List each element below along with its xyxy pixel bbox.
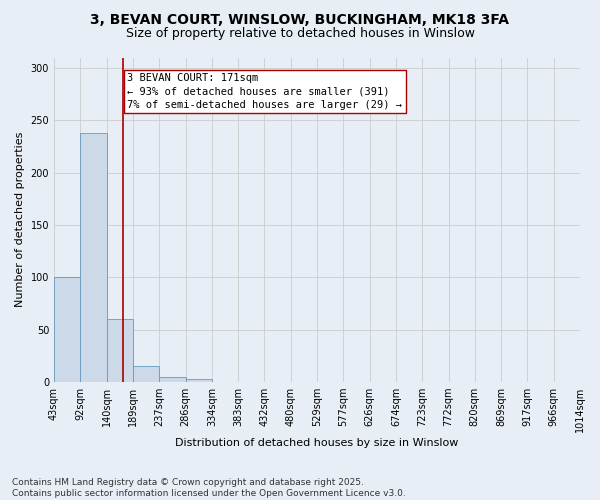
Y-axis label: Number of detached properties: Number of detached properties [15,132,25,308]
Bar [159,376,185,382]
Text: Size of property relative to detached houses in Winslow: Size of property relative to detached ho… [125,28,475,40]
Bar [54,277,80,382]
Text: 3, BEVAN COURT, WINSLOW, BUCKINGHAM, MK18 3FA: 3, BEVAN COURT, WINSLOW, BUCKINGHAM, MK1… [91,12,509,26]
Bar [107,319,133,382]
Bar [133,366,159,382]
Text: Contains HM Land Registry data © Crown copyright and database right 2025.
Contai: Contains HM Land Registry data © Crown c… [12,478,406,498]
Bar [185,378,212,382]
Text: 3 BEVAN COURT: 171sqm
← 93% of detached houses are smaller (391)
7% of semi-deta: 3 BEVAN COURT: 171sqm ← 93% of detached … [127,73,402,110]
X-axis label: Distribution of detached houses by size in Winslow: Distribution of detached houses by size … [175,438,459,448]
Bar [80,133,107,382]
